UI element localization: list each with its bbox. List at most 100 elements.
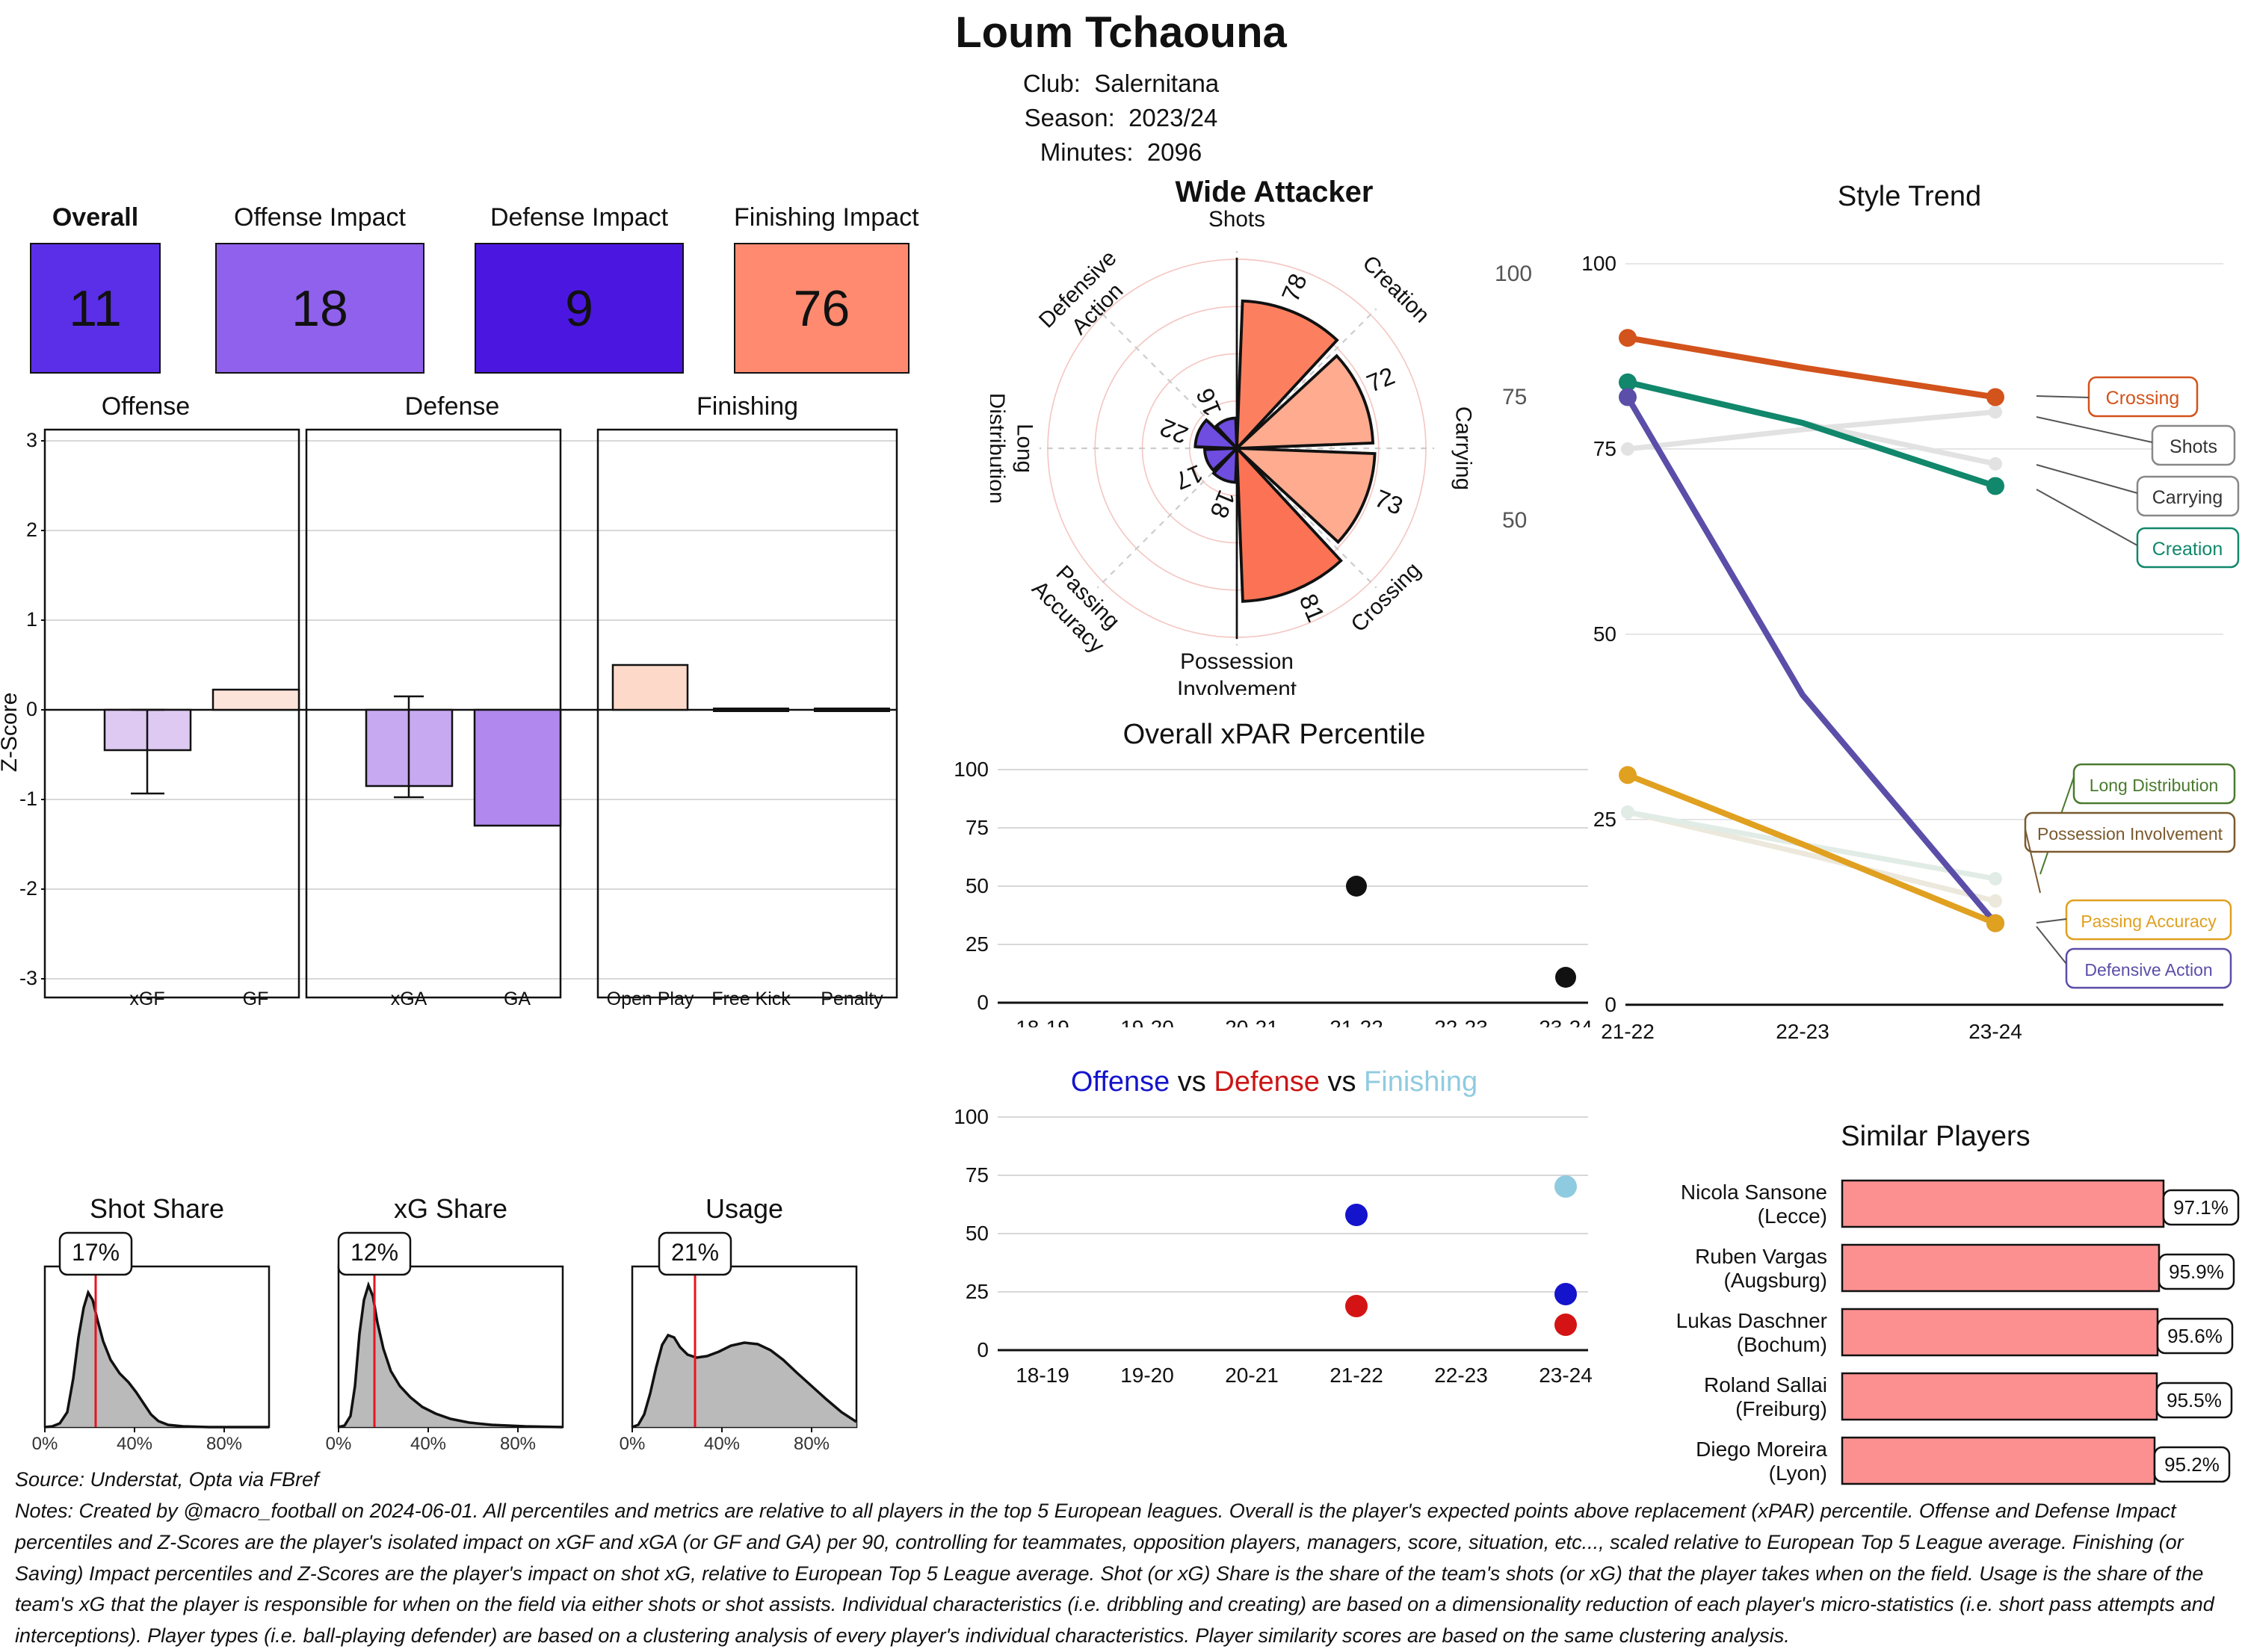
- svg-text:22-23: 22-23: [1776, 1020, 1829, 1043]
- svg-text:22-23: 22-23: [1434, 1016, 1488, 1027]
- svg-text:20-21: 20-21: [1225, 1016, 1279, 1027]
- svg-text:(Augsburg): (Augsburg): [1723, 1269, 1827, 1292]
- svg-text:17: 17: [1171, 460, 1207, 495]
- svg-text:(Bochum): (Bochum): [1737, 1333, 1827, 1356]
- svg-text:(Lyon): (Lyon): [1769, 1461, 1827, 1485]
- svg-text:Free Kick: Free Kick: [711, 989, 791, 1009]
- svg-text:95.5%: 95.5%: [2167, 1389, 2222, 1411]
- svg-text:80%: 80%: [500, 1434, 536, 1454]
- svg-text:Roland Sallai: Roland Sallai: [1704, 1373, 1827, 1396]
- svg-text:73: 73: [1371, 484, 1406, 520]
- svg-text:100: 100: [954, 1105, 989, 1128]
- svg-text:97.1%: 97.1%: [2173, 1196, 2229, 1219]
- svg-text:0%: 0%: [620, 1434, 646, 1454]
- svg-text:0: 0: [977, 991, 989, 1014]
- svg-text:0: 0: [977, 1338, 989, 1361]
- svg-text:(Freiburg): (Freiburg): [1735, 1397, 1827, 1420]
- svg-text:Shots: Shots: [2170, 436, 2217, 457]
- svg-text:Offense: Offense: [102, 392, 190, 421]
- svg-text:xGA: xGA: [391, 989, 427, 1009]
- svg-text:Creation: Creation: [2152, 539, 2223, 560]
- svg-text:75: 75: [966, 816, 989, 839]
- svg-text:19-20: 19-20: [1120, 1364, 1174, 1387]
- svg-text:Defensive Action: Defensive Action: [2084, 960, 2212, 980]
- svg-text:Shot Share: Shot Share: [90, 1195, 224, 1224]
- svg-text:100: 100: [1581, 252, 1616, 275]
- svg-text:75: 75: [1593, 437, 1616, 460]
- svg-text:xGF: xGF: [129, 989, 164, 1009]
- svg-text:50: 50: [1593, 622, 1616, 646]
- svg-text:Defense: Defense: [405, 392, 500, 421]
- svg-text:Crossing: Crossing: [1346, 557, 1425, 637]
- svg-text:1: 1: [26, 608, 37, 631]
- svg-text:23-24: 23-24: [1539, 1364, 1593, 1387]
- svg-text:Shots: Shots: [1208, 207, 1265, 232]
- svg-text:78: 78: [1276, 270, 1312, 306]
- svg-text:Style Trend: Style Trend: [1838, 181, 1981, 212]
- svg-text:Finishing: Finishing: [697, 392, 798, 421]
- svg-text:18-19: 18-19: [1016, 1364, 1069, 1387]
- svg-text:Open Play: Open Play: [607, 989, 694, 1009]
- svg-text:Usage: Usage: [705, 1195, 783, 1224]
- svg-text:25: 25: [966, 1280, 989, 1303]
- svg-text:-2: -2: [19, 877, 37, 900]
- svg-text:-3: -3: [19, 967, 37, 989]
- svg-text:Possession Involvement: Possession Involvement: [2037, 824, 2223, 844]
- svg-text:-1: -1: [19, 788, 37, 810]
- svg-text:25: 25: [966, 932, 989, 956]
- svg-text:95.9%: 95.9%: [2169, 1260, 2224, 1283]
- svg-text:Crossing: Crossing: [2106, 388, 2180, 409]
- svg-text:12%: 12%: [350, 1239, 398, 1266]
- svg-text:2: 2: [26, 519, 37, 541]
- svg-text:95.6%: 95.6%: [2167, 1325, 2223, 1347]
- svg-text:Long: Long: [1012, 424, 1037, 473]
- svg-text:0: 0: [1605, 993, 1616, 1016]
- svg-text:Possession: Possession: [1180, 649, 1294, 674]
- svg-text:Long Distribution: Long Distribution: [2090, 776, 2219, 795]
- svg-text:18: 18: [1205, 486, 1241, 522]
- svg-text:Overall xPAR Percentile: Overall xPAR Percentile: [1123, 719, 1426, 750]
- svg-text:(Lecce): (Lecce): [1758, 1204, 1827, 1228]
- svg-text:Carrying: Carrying: [1451, 406, 1476, 490]
- svg-text:Ruben Vargas: Ruben Vargas: [1695, 1245, 1827, 1268]
- svg-text:Carrying: Carrying: [2152, 487, 2223, 508]
- svg-text:40%: 40%: [410, 1434, 446, 1454]
- svg-text:Distribution: Distribution: [990, 393, 1009, 504]
- svg-text:xG Share: xG Share: [394, 1195, 507, 1224]
- svg-text:21-22: 21-22: [1330, 1364, 1383, 1387]
- svg-text:Z-Score: Z-Score: [0, 693, 22, 773]
- svg-text:25: 25: [1593, 808, 1616, 831]
- svg-text:40%: 40%: [117, 1434, 152, 1454]
- svg-text:81: 81: [1294, 590, 1330, 625]
- svg-text:21%: 21%: [671, 1239, 719, 1266]
- svg-text:21-22: 21-22: [1330, 1016, 1383, 1027]
- svg-text:Nicola Sansone: Nicola Sansone: [1681, 1181, 1827, 1204]
- svg-text:23-24: 23-24: [1968, 1020, 2022, 1043]
- svg-text:95.2%: 95.2%: [2164, 1453, 2220, 1476]
- svg-text:18-19: 18-19: [1016, 1016, 1069, 1027]
- svg-text:Involvement: Involvement: [1177, 677, 1297, 695]
- svg-text:50: 50: [966, 874, 989, 897]
- svg-text:Penalty: Penalty: [821, 989, 883, 1009]
- svg-text:Lukas Daschner: Lukas Daschner: [1676, 1309, 1827, 1332]
- svg-text:0%: 0%: [32, 1434, 58, 1454]
- svg-text:75: 75: [966, 1163, 989, 1187]
- svg-text:22: 22: [1156, 413, 1192, 449]
- svg-text:GF: GF: [243, 989, 269, 1009]
- svg-text:19-20: 19-20: [1120, 1016, 1174, 1027]
- svg-text:0: 0: [26, 698, 37, 720]
- svg-text:3: 3: [26, 429, 37, 451]
- svg-text:Diego Moreira: Diego Moreira: [1696, 1438, 1827, 1461]
- svg-text:Offense vs Defense vs Finishin: Offense vs Defense vs Finishing: [1071, 1066, 1477, 1098]
- svg-text:72: 72: [1362, 362, 1398, 397]
- svg-text:80%: 80%: [794, 1434, 830, 1454]
- svg-text:50: 50: [966, 1222, 989, 1245]
- svg-text:17%: 17%: [72, 1239, 120, 1266]
- svg-text:21-22: 21-22: [1601, 1020, 1655, 1043]
- svg-text:20-21: 20-21: [1225, 1364, 1279, 1387]
- svg-text:22-23: 22-23: [1434, 1364, 1488, 1387]
- svg-text:80%: 80%: [206, 1434, 242, 1454]
- svg-text:16: 16: [1191, 384, 1226, 420]
- svg-text:GA: GA: [504, 989, 531, 1009]
- svg-text:Passing Accuracy: Passing Accuracy: [2081, 912, 2217, 931]
